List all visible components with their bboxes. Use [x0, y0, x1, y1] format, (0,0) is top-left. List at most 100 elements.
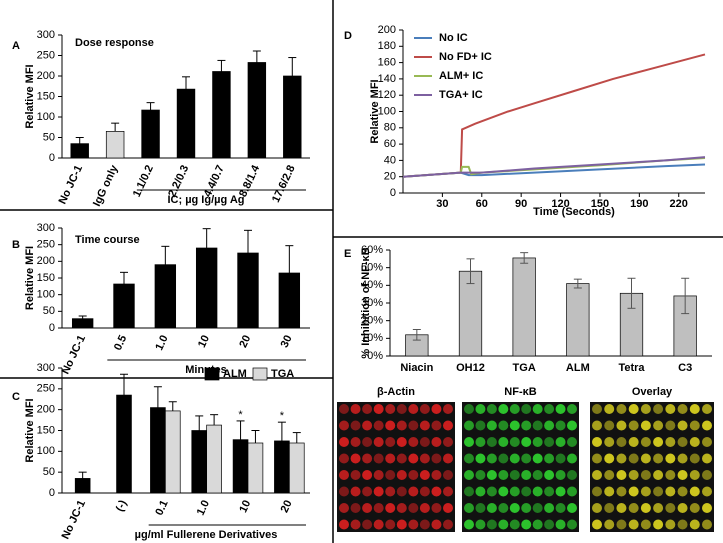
well — [373, 453, 384, 464]
x-tick-label: 1.0 — [195, 498, 212, 517]
well — [616, 503, 627, 513]
well — [498, 453, 509, 464]
well — [431, 437, 442, 447]
well — [665, 486, 676, 497]
well — [486, 404, 497, 414]
y-tick-label: 250 — [37, 383, 55, 395]
well — [616, 453, 627, 464]
well — [339, 519, 349, 530]
well — [396, 453, 407, 464]
y-tick-label: 60 — [384, 138, 396, 150]
well — [498, 420, 509, 431]
well — [443, 453, 453, 464]
well — [464, 486, 474, 497]
well — [640, 519, 651, 530]
well — [385, 420, 396, 431]
y-tick-label: 150 — [37, 424, 55, 436]
well — [464, 420, 474, 431]
well — [385, 519, 396, 530]
well — [475, 519, 486, 530]
well — [475, 470, 486, 480]
well — [567, 503, 577, 513]
well — [350, 470, 361, 480]
well — [628, 420, 639, 431]
bar — [212, 71, 231, 159]
y-tick-label: 100 — [37, 111, 55, 123]
well — [604, 437, 615, 447]
bar — [141, 109, 160, 159]
well — [339, 453, 349, 464]
panel-label: E — [344, 248, 351, 260]
well — [431, 470, 442, 480]
well — [498, 470, 509, 480]
well — [653, 470, 664, 480]
y-tick-label: 140 — [378, 73, 396, 85]
well — [689, 486, 700, 497]
well — [544, 470, 555, 480]
y-tick-label: 20% — [361, 315, 383, 327]
well — [475, 503, 486, 513]
well — [339, 420, 349, 431]
well — [532, 453, 543, 464]
y-tick-label: 40 — [384, 154, 396, 166]
well — [373, 503, 384, 513]
well — [592, 503, 602, 513]
bar — [116, 394, 132, 494]
well — [373, 404, 384, 414]
bar — [283, 75, 302, 159]
well — [702, 437, 712, 447]
well — [555, 437, 566, 447]
well — [592, 420, 602, 431]
well — [431, 453, 442, 464]
well — [677, 503, 688, 513]
well — [532, 404, 543, 414]
well — [408, 503, 419, 513]
plate-label: NF-κB — [504, 386, 536, 398]
y-tick-label: 200 — [37, 70, 55, 82]
well — [396, 486, 407, 497]
bar — [247, 62, 267, 159]
well — [373, 420, 384, 431]
well — [702, 404, 712, 414]
well — [350, 420, 361, 431]
well — [544, 437, 555, 447]
y-tick-label: 250 — [37, 239, 55, 251]
well — [604, 470, 615, 480]
well — [677, 519, 688, 530]
well — [362, 519, 373, 530]
well — [498, 404, 509, 414]
well — [464, 519, 474, 530]
well — [604, 519, 615, 530]
y-tick-label: 150 — [37, 272, 55, 284]
well — [408, 486, 419, 497]
well — [486, 503, 497, 513]
well — [431, 503, 442, 513]
well — [443, 404, 453, 414]
y-tick-label: 150 — [37, 90, 55, 102]
y-tick-label: 300 — [37, 222, 55, 234]
well — [475, 404, 486, 414]
well — [640, 420, 651, 431]
bar — [237, 252, 259, 329]
well — [373, 470, 384, 480]
well — [464, 437, 474, 447]
well — [640, 453, 651, 464]
well — [431, 420, 442, 431]
y-axis-label: Relative MFI — [369, 79, 381, 143]
y-tick-label: 0 — [49, 152, 55, 164]
legend-label: No FD+ IC — [439, 51, 492, 63]
well — [567, 519, 577, 530]
y-tick-label: 180 — [378, 40, 396, 52]
well — [362, 503, 373, 513]
well — [475, 486, 486, 497]
panel-label: C — [12, 391, 20, 403]
well — [408, 453, 419, 464]
well — [362, 420, 373, 431]
well — [339, 486, 349, 497]
well — [665, 453, 676, 464]
well — [509, 486, 520, 497]
bar — [288, 442, 305, 494]
bar — [195, 247, 218, 329]
x-tick-label: OH12 — [456, 362, 485, 374]
panel-label: A — [12, 40, 20, 52]
